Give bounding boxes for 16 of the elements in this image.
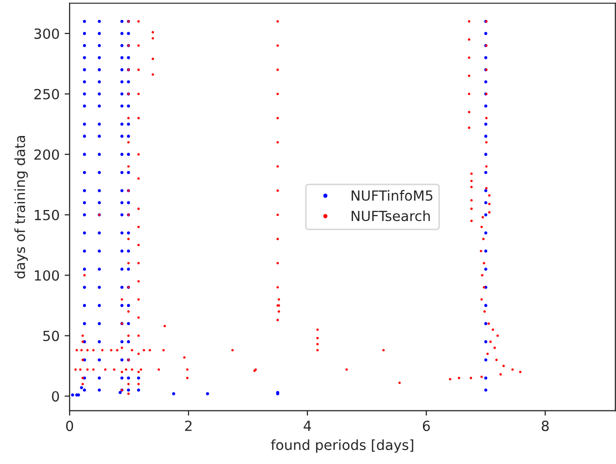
x-tick-label: 2 <box>185 420 192 431</box>
y-tick-label: 150 <box>34 210 59 220</box>
x-tick-label: 6 <box>422 420 430 432</box>
x-tick-label: 8 <box>542 420 549 432</box>
y-tick-label: 100 <box>34 270 59 281</box>
y-tick-label: 200 <box>34 149 59 160</box>
legend-label: NUFTinfoM5 <box>352 190 432 201</box>
x-tick-label: 4 <box>304 420 312 431</box>
y-tick-label: 0 <box>52 391 59 402</box>
x-tick-label: 0 <box>66 420 74 432</box>
y-axis-title: days of training data <box>14 136 28 278</box>
y-tick-label: 250 <box>34 88 59 100</box>
x-axis-title: found periods [days] <box>270 439 414 453</box>
y-tick-label: 300 <box>34 28 59 39</box>
legend-label: NUFTsearch <box>352 210 430 222</box>
y-tick-label: 50 <box>43 330 59 342</box>
